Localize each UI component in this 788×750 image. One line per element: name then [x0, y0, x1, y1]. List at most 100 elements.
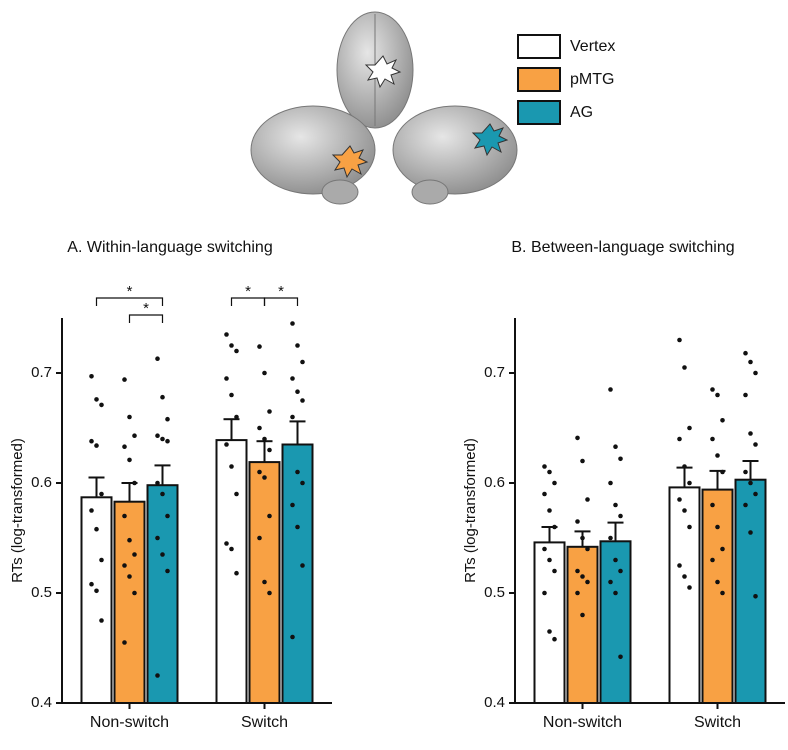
data-point [262, 370, 267, 376]
data-point [290, 634, 295, 640]
data-point [618, 456, 623, 462]
brain-left [250, 105, 376, 195]
data-point [743, 350, 748, 356]
data-point [613, 590, 618, 596]
legend-label: AG [570, 104, 593, 121]
data-point [94, 397, 99, 402]
data-point [542, 464, 547, 469]
bar [566, 545, 599, 704]
significance-bracket [263, 297, 299, 306]
legend-label: Vertex [570, 38, 615, 55]
data-point [122, 377, 127, 382]
data-point [677, 337, 682, 343]
data-point [710, 387, 715, 392]
data-point [580, 458, 585, 464]
error-bar [223, 418, 240, 441]
data-point [753, 442, 758, 447]
data-point [290, 321, 295, 326]
data-point [94, 526, 99, 532]
data-point [160, 552, 165, 557]
x-tick-label: Non-switch [90, 714, 169, 731]
legend-swatch [517, 100, 561, 125]
data-point [552, 636, 557, 642]
data-point [155, 673, 160, 678]
data-point [720, 418, 725, 423]
data-point [94, 443, 99, 448]
data-point [229, 464, 234, 469]
y-axis-label: RTs (log-transformed) [462, 438, 479, 583]
data-point [257, 344, 262, 349]
data-point [618, 513, 623, 519]
data-point [580, 574, 585, 579]
data-point [295, 469, 300, 475]
data-point [575, 590, 580, 596]
data-point [687, 425, 692, 431]
data-point [300, 480, 305, 486]
data-point [262, 579, 267, 585]
panel-title: B. Between-language switching [511, 239, 734, 256]
data-point [262, 436, 267, 442]
data-point [160, 436, 165, 442]
data-point [748, 480, 753, 486]
bar [215, 439, 248, 704]
y-tick-label: 0.4 [484, 694, 505, 711]
data-point [677, 436, 682, 442]
data-point [547, 508, 552, 513]
stimulation-site-ag [471, 123, 509, 157]
error-bar [289, 420, 306, 445]
error-bar [88, 476, 105, 498]
data-point [295, 343, 300, 348]
data-point [720, 546, 725, 552]
data-point [608, 579, 613, 585]
error-bar [742, 460, 759, 480]
data-point [132, 433, 137, 439]
data-point [99, 557, 104, 563]
significance-label: * [127, 283, 133, 300]
data-point [160, 491, 165, 497]
y-tick-label: 0.6 [31, 474, 52, 491]
stimulation-site-pmtg [331, 145, 369, 179]
data-point [743, 502, 748, 508]
bar [281, 443, 314, 704]
data-point [165, 513, 170, 519]
data-point [687, 585, 692, 590]
stimulation-site-vertex [364, 55, 402, 89]
data-point [547, 469, 552, 475]
data-point [547, 629, 552, 634]
bar [533, 541, 566, 705]
data-point [720, 469, 725, 475]
y-tick-label: 0.4 [31, 694, 52, 711]
data-point [132, 590, 137, 596]
data-point [618, 568, 623, 574]
data-point [300, 398, 305, 403]
data-point [127, 574, 132, 579]
data-point [155, 356, 160, 362]
data-point [132, 552, 137, 557]
data-point [542, 491, 547, 497]
data-point [224, 332, 229, 337]
data-point [267, 447, 272, 453]
data-point [132, 480, 137, 486]
data-point [165, 438, 170, 444]
data-point [743, 469, 748, 475]
error-bar [541, 526, 558, 543]
data-point [743, 392, 748, 398]
bar [113, 500, 146, 705]
data-point [99, 402, 104, 408]
data-point [715, 392, 720, 398]
data-point [127, 457, 132, 463]
brain-images [250, 11, 518, 205]
bar [701, 488, 734, 704]
bar [599, 540, 632, 704]
y-tick-label: 0.5 [31, 584, 52, 601]
data-point [224, 442, 229, 447]
data-point [748, 359, 753, 365]
data-point [677, 497, 682, 502]
data-point [715, 579, 720, 585]
data-point [155, 535, 160, 541]
data-point [585, 497, 590, 502]
data-point [677, 563, 682, 568]
data-point [290, 414, 295, 420]
data-point [94, 588, 99, 594]
